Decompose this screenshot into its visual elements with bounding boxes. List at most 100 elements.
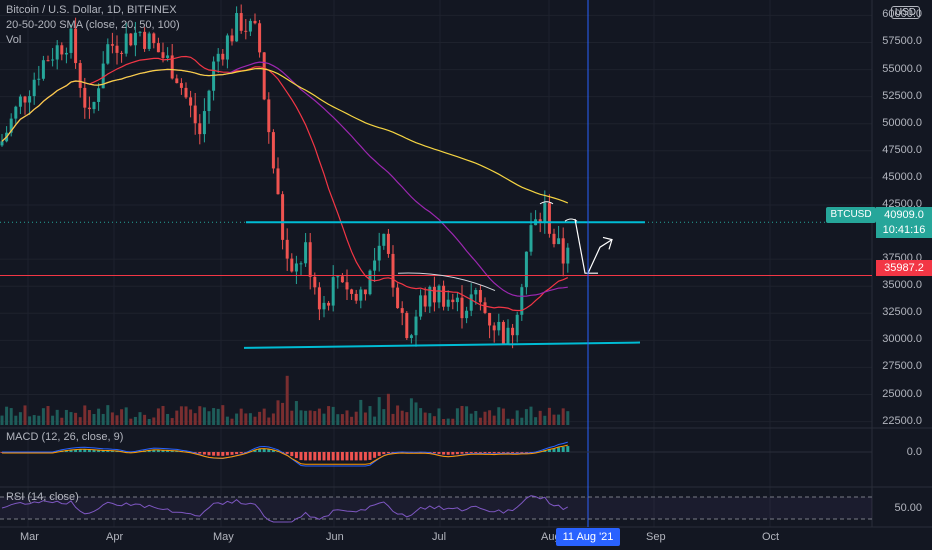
volume-bar [253,416,257,425]
candle-body [267,99,271,133]
macd-histogram-bar [156,449,160,452]
candle-body [23,96,27,103]
ma-legend[interactable]: 20-50-200 SMA (close, 20, 50, 100) [6,19,180,31]
volume-bar [46,406,50,425]
macd-histogram-bar [322,452,326,461]
candle-body [41,60,45,79]
candle-body [515,314,519,336]
volume-bar [14,415,18,425]
candle-body [359,289,363,301]
volume-bar [74,412,78,425]
volume-bar [304,410,308,425]
candle-body [400,308,404,313]
volume-bar [285,375,289,425]
volume-bar [78,417,82,425]
candle-body [143,31,147,49]
volume-bar [469,413,473,425]
macd-histogram-bar [354,452,358,461]
volume-legend[interactable]: Vol [6,34,22,46]
candle-body [202,111,206,135]
candle-body [0,141,4,146]
volume-bar [345,410,349,425]
macd-histogram-bar [92,449,96,452]
candle-body [110,44,114,46]
candle-body [258,23,262,53]
macd-histogram-bar [106,450,110,452]
volume-bar [202,407,206,425]
volume-bar [290,410,294,425]
volume-bar [276,400,280,425]
currency-button[interactable]: USD [890,6,920,19]
candle-body [101,63,105,89]
volume-bar [373,416,377,425]
candle-body [543,203,547,223]
candle-body [566,247,570,264]
volume-bar [511,418,515,425]
candle-body [46,60,50,62]
macd-line [2,441,568,467]
volume-bar [129,418,133,425]
candle-body [37,78,41,80]
macd-histogram-bar [483,452,487,454]
candle-body [520,287,524,315]
candle-body [9,118,13,133]
macd-histogram-bar [501,452,505,453]
macd-histogram-bar [216,452,220,456]
candle-body [230,35,234,42]
volume-bar [460,405,464,425]
candle-body [405,312,409,339]
volume-bar [0,415,4,425]
volume-bar [331,406,335,425]
volume-bar [391,413,395,425]
volume-bar [230,418,234,425]
candle-body [281,194,285,240]
macd-histogram-bar [207,452,211,456]
macd-histogram-bar [166,450,170,452]
symbol-tag: BTCUSD [826,207,876,223]
macd-histogram-bar [97,449,101,452]
macd-histogram-bar [363,452,367,461]
macd-histogram-bar [432,452,436,454]
price-tick-label: 32500.0 [882,306,922,319]
volume-bar [212,408,216,425]
volume-bar [405,412,409,425]
candle-body [327,302,331,306]
candle-body [225,35,229,60]
candle-body [198,123,202,135]
macd-histogram-bar [262,448,266,452]
candle-body [409,335,413,339]
price-tick-label: 25000.0 [882,387,922,400]
drawing-line [397,272,496,291]
candle-body [552,233,556,245]
candle-body [253,20,257,24]
candle-body [184,87,188,98]
volume-bar [189,409,193,425]
volume-bar [488,410,492,425]
candle-body [501,321,505,345]
macd-legend[interactable]: MACD (12, 26, close, 9) [6,431,124,443]
candle-body [331,277,335,306]
macd-histogram-bar [368,452,372,460]
macd-histogram-bar [557,447,561,452]
candle-body [262,52,266,100]
sma-20-line [1,55,569,312]
volume-bar [83,405,87,425]
rsi-legend[interactable]: RSI (14, close) [6,491,79,503]
volume-bar [382,409,386,425]
candle-body [446,299,450,307]
price-tick-label: 30000.0 [882,333,922,346]
volume-bar [354,411,358,425]
macd-histogram-bar [547,449,551,452]
price-tick-label: 55000.0 [882,62,922,75]
candle-body [350,289,354,294]
candle-body [336,276,340,278]
volume-bar [60,417,64,425]
volume-bar [446,418,450,425]
volume-bar [193,413,197,425]
volume-bar [368,406,372,425]
macd-histogram-bar [469,452,473,453]
candle-body [432,286,436,303]
candle-body [483,302,487,313]
volume-bar [156,408,160,425]
